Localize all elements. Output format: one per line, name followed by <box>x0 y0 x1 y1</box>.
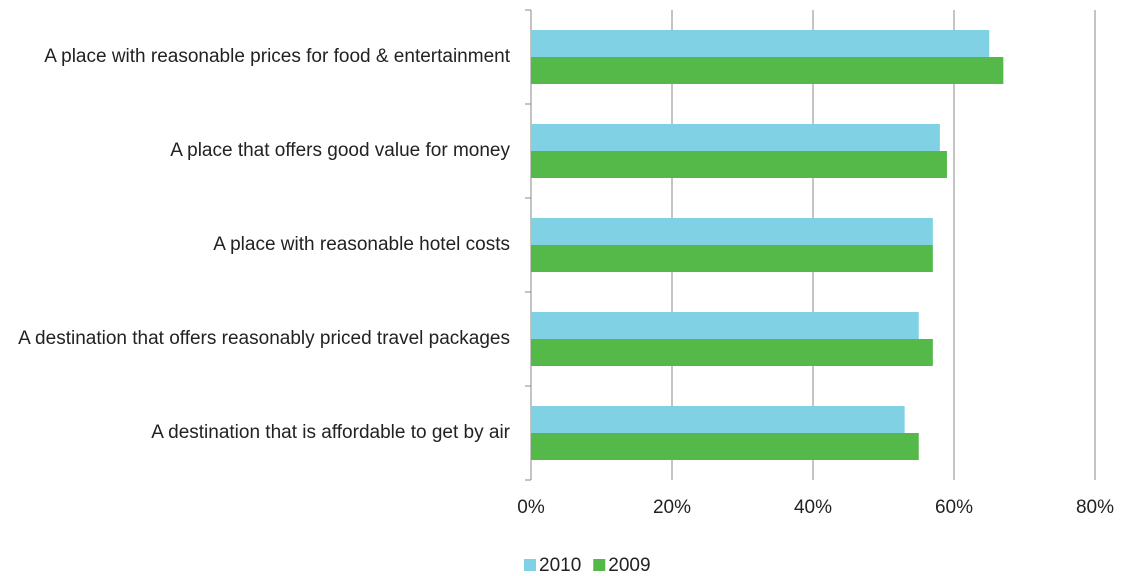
bar <box>531 57 1004 84</box>
legend-swatch <box>524 559 536 571</box>
bar <box>531 433 919 460</box>
category-box: A place that offers good value for money <box>0 104 510 198</box>
x-tick-label: 80% <box>1076 497 1114 518</box>
y-tick-label: A destination that offers reasonably pri… <box>18 328 510 349</box>
x-tick-label: 60% <box>935 497 973 518</box>
bar <box>531 124 940 151</box>
bar <box>531 312 919 339</box>
bar <box>531 406 905 433</box>
category-box: A place with reasonable prices for food … <box>0 10 510 104</box>
x-tick-label: 0% <box>517 497 545 518</box>
bar <box>531 339 933 366</box>
bar <box>531 218 933 245</box>
y-tick-label: A place with reasonable hotel costs <box>213 234 510 255</box>
category-box: A destination that offers reasonably pri… <box>0 292 510 386</box>
x-tick-label: 40% <box>794 497 832 518</box>
x-tick-label: 20% <box>653 497 691 518</box>
bar <box>531 151 947 178</box>
bar <box>531 245 933 272</box>
y-tick-label: A place with reasonable prices for food … <box>44 46 510 67</box>
category-box: A place with reasonable hotel costs <box>0 198 510 292</box>
legend-swatch <box>593 559 606 571</box>
y-tick-label: A place that offers good value for money <box>170 140 510 161</box>
bar <box>531 30 990 57</box>
category-box: A destination that is affordable to get … <box>0 386 510 480</box>
legend-label: 2009 <box>608 555 650 576</box>
y-tick-label: A destination that is affordable to get … <box>151 422 510 443</box>
legend-label: 2010 <box>539 555 581 576</box>
